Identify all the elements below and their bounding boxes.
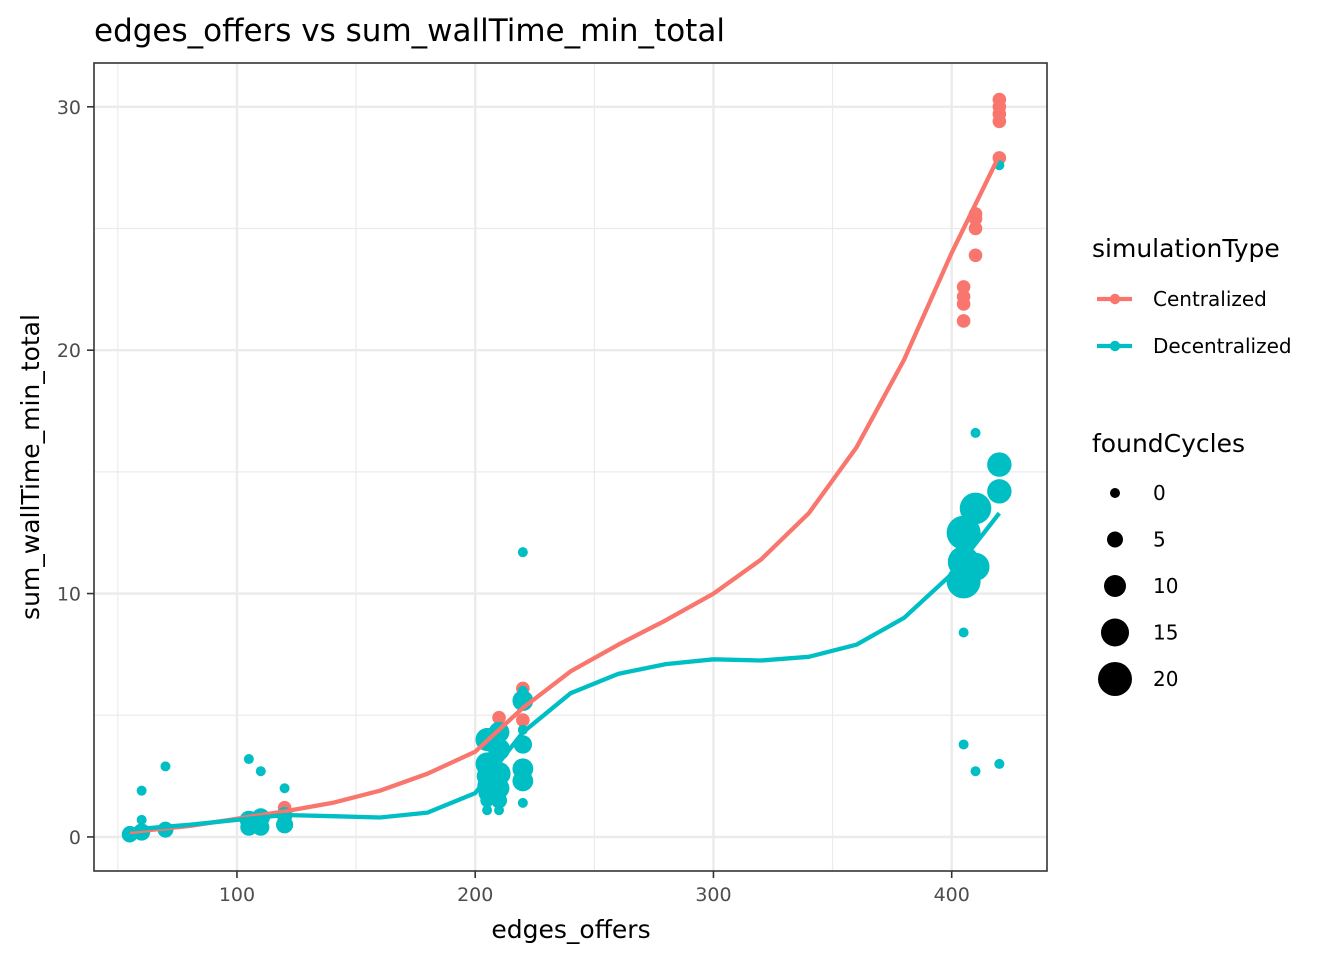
- y-tick-label: 0: [69, 827, 81, 849]
- x-tick-label: 200: [457, 884, 493, 906]
- data-point: [279, 783, 290, 794]
- data-point: [160, 761, 171, 772]
- y-tick-label: 10: [57, 584, 81, 606]
- legend-label: Decentralized: [1153, 334, 1292, 358]
- x-tick-label: 400: [934, 884, 970, 906]
- chart-title: edges_offers vs sum_wallTime_min_total: [94, 13, 725, 49]
- size-legend-label: 20: [1153, 667, 1178, 691]
- data-point: [956, 314, 971, 328]
- data-point: [968, 221, 983, 236]
- size-legend-label: 10: [1153, 574, 1178, 598]
- data-point: [492, 710, 506, 725]
- data-point: [959, 492, 992, 525]
- data-point: [961, 552, 990, 581]
- data-point: [136, 814, 147, 825]
- data-point: [517, 547, 528, 558]
- data-point: [987, 479, 1012, 504]
- data-point: [255, 766, 266, 777]
- series-centralized-smooth-line: [129, 154, 1002, 835]
- data-point: [968, 248, 983, 263]
- x-axis-label: edges_offers: [491, 915, 650, 944]
- legend-key-point: [1109, 340, 1121, 352]
- size-legend-title: foundCycles: [1092, 429, 1245, 458]
- series-decentralized-points: [121, 160, 1012, 843]
- data-point: [956, 289, 971, 304]
- data-point: [970, 766, 981, 777]
- data-point: [517, 797, 528, 808]
- data-point: [956, 280, 971, 294]
- y-axis-label: sum_wallTime_min_total: [16, 314, 45, 620]
- data-point: [243, 754, 254, 765]
- x-tick-label: 100: [219, 884, 255, 906]
- size-legend-label: 15: [1153, 621, 1178, 645]
- size-legend-label: 5: [1153, 528, 1166, 552]
- data-point: [958, 739, 969, 750]
- legend-key-point: [1109, 293, 1121, 305]
- data-point: [958, 627, 969, 638]
- data-point: [512, 758, 534, 780]
- size-legend-key: [1110, 488, 1120, 498]
- y-tick-label: 30: [57, 97, 81, 119]
- series-decentralized-smooth-line: [129, 511, 1001, 832]
- plot-panel-border: [93, 62, 1048, 872]
- smooth-lines: [129, 154, 1002, 835]
- series-centralized-points: [122, 92, 1007, 841]
- data-point: [946, 515, 981, 550]
- size-legend-key: [1098, 662, 1132, 696]
- y-tick-label: 20: [57, 340, 81, 362]
- data-point: [992, 92, 1007, 107]
- data-point: [987, 452, 1012, 477]
- data-point: [970, 427, 981, 438]
- axes: 100 200 300 400 0 10 20 30: [57, 97, 970, 906]
- data-point: [994, 758, 1005, 769]
- color-legend-title: simulationType: [1092, 234, 1280, 263]
- x-tick-label: 300: [695, 884, 731, 906]
- data-point: [136, 785, 147, 796]
- size-legend-key: [1101, 618, 1129, 647]
- size-legend-key: [1107, 531, 1123, 548]
- size-legend-key: [1104, 575, 1126, 597]
- data-point: [482, 805, 493, 816]
- legend-label: Centralized: [1153, 287, 1267, 311]
- size-legend-label: 0: [1153, 481, 1166, 505]
- grid: [94, 63, 1047, 871]
- legend: simulationType foundCycles Centralized De…: [1092, 234, 1292, 696]
- data-points: [121, 92, 1012, 843]
- data-point: [517, 685, 528, 696]
- data-point: [516, 713, 530, 727]
